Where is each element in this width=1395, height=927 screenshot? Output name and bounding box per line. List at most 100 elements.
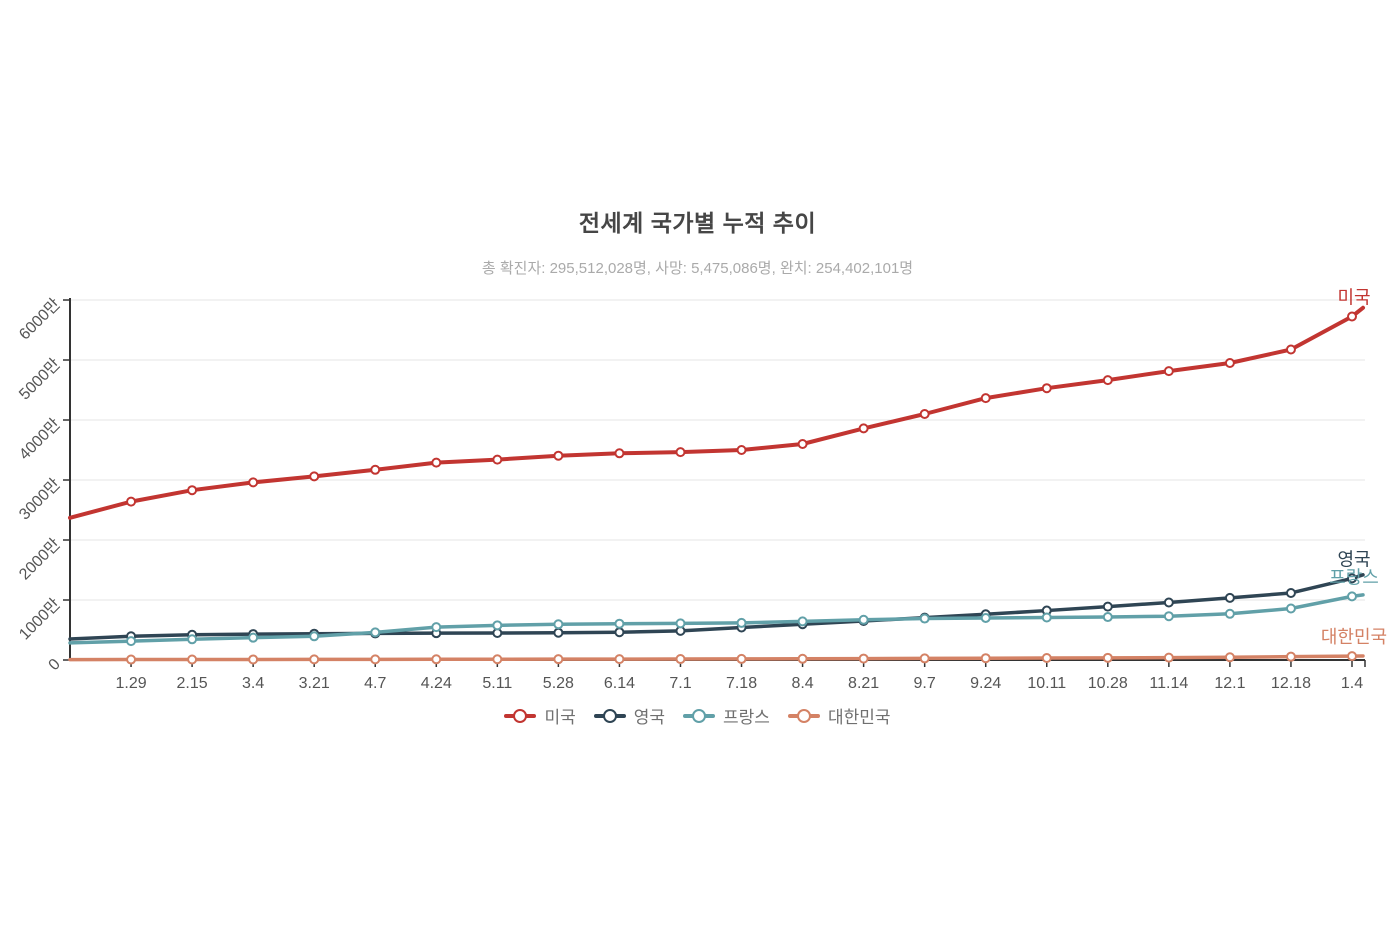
x-axis-label: 11.14 [1149, 675, 1188, 692]
data-point-france[interactable] [1224, 608, 1235, 619]
x-axis-label: 2.15 [177, 675, 208, 692]
data-point-korea[interactable] [1041, 652, 1052, 663]
x-axis-label: 10.28 [1088, 675, 1128, 692]
data-point-korea[interactable] [492, 654, 503, 665]
data-point-france[interactable] [1102, 612, 1113, 623]
legend-item-france[interactable]: 프랑스 [683, 703, 770, 728]
legend-label-uk: 영국 [633, 708, 666, 727]
data-point-uk[interactable] [1224, 592, 1235, 603]
legend-item-usa[interactable]: 미국 [504, 703, 576, 728]
data-point-france[interactable] [1347, 591, 1357, 602]
data-point-korea[interactable] [1285, 651, 1296, 662]
y-axis-label: 1000만 [16, 595, 65, 644]
y-axis-label: 0 [46, 656, 64, 674]
data-point-france[interactable] [736, 617, 747, 628]
data-point-usa[interactable] [797, 439, 808, 449]
data-point-france[interactable] [675, 618, 686, 629]
data-point-france[interactable] [492, 620, 503, 631]
legend-item-uk[interactable]: 영국 [593, 703, 666, 728]
series-end-label-uk: 영국 [1337, 549, 1370, 569]
data-point-usa[interactable] [553, 450, 564, 461]
data-point-france[interactable] [431, 622, 442, 633]
data-point-france[interactable] [1285, 603, 1296, 614]
data-point-usa[interactable] [492, 454, 503, 465]
data-point-france[interactable] [187, 634, 198, 645]
data-point-usa[interactable] [1041, 383, 1052, 394]
data-point-korea[interactable] [919, 653, 930, 664]
data-point-usa[interactable] [919, 409, 930, 419]
line-chart-plot-area: 0 1000만 2000만 3000만 4000만 5000만 6000만 1.29 2.15 3… [16, 288, 1388, 693]
data-point-france[interactable] [919, 613, 930, 624]
chart-subtitle: 총 확진자: 295,512,028명, 사망: 5,475,086명, 완치:… [481, 260, 914, 277]
data-point-france[interactable] [553, 619, 564, 630]
data-point-korea[interactable] [675, 654, 686, 665]
x-axis-label: 10.11 [1027, 675, 1066, 692]
data-point-usa[interactable] [1102, 375, 1113, 386]
data-point-france[interactable] [126, 636, 137, 647]
data-point-korea[interactable] [126, 654, 137, 665]
data-point-uk[interactable] [553, 627, 564, 638]
data-point-usa[interactable] [736, 445, 747, 455]
series-end-label-france: 프랑스 [1329, 567, 1379, 587]
data-point-korea[interactable] [797, 653, 808, 664]
data-point-usa[interactable] [1347, 311, 1357, 322]
data-point-france[interactable] [248, 632, 259, 643]
data-point-korea[interactable] [309, 654, 320, 665]
data-point-usa[interactable] [614, 448, 625, 459]
data-point-france[interactable] [1163, 611, 1174, 622]
data-point-korea[interactable] [736, 653, 747, 664]
data-point-korea[interactable] [980, 653, 991, 664]
data-point-korea[interactable] [1102, 652, 1113, 663]
data-point-usa[interactable] [1224, 358, 1235, 368]
chart-legend: 미국 영국 프랑스 대한민국 [0, 703, 1395, 728]
y-axis-label: 6000만 [16, 295, 65, 344]
data-point-korea[interactable] [431, 654, 442, 665]
data-point-korea[interactable] [1163, 652, 1174, 663]
x-axis-label: 7.18 [726, 675, 757, 692]
data-point-uk[interactable] [1347, 573, 1357, 584]
data-point-korea[interactable] [370, 654, 381, 665]
data-point-korea[interactable] [553, 654, 564, 665]
legend-label-korea: 대한민국 [827, 708, 891, 727]
data-point-usa[interactable] [248, 477, 259, 488]
data-point-usa[interactable] [187, 485, 198, 496]
data-point-korea[interactable] [187, 654, 198, 665]
data-point-korea[interactable] [614, 654, 625, 665]
chart-title: 전세계 국가별 누적 추이 [578, 210, 817, 236]
data-point-uk[interactable] [1102, 601, 1113, 612]
data-point-usa[interactable] [370, 464, 381, 475]
legend-line-circle-icon [787, 708, 820, 723]
data-point-usa[interactable] [980, 393, 991, 404]
legend-line-circle-icon [683, 708, 716, 723]
legend-item-korea[interactable]: 대한민국 [787, 703, 891, 728]
data-point-korea[interactable] [858, 653, 869, 664]
data-point-usa[interactable] [858, 423, 869, 434]
y-axis-label: 4000만 [16, 415, 65, 464]
legend-label-usa: 미국 [544, 708, 576, 727]
series-end-label-korea: 대한민국 [1321, 627, 1387, 647]
x-axis-label: 12.18 [1271, 675, 1311, 692]
data-point-france[interactable] [370, 627, 381, 638]
data-point-usa[interactable] [1285, 344, 1296, 355]
data-point-korea[interactable] [1224, 652, 1235, 663]
data-point-france[interactable] [858, 614, 869, 625]
y-axis-label: 2000만 [16, 535, 65, 584]
data-point-usa[interactable] [126, 496, 137, 507]
data-point-uk[interactable] [1163, 597, 1174, 608]
data-point-usa[interactable] [675, 447, 686, 458]
data-point-france[interactable] [309, 631, 320, 642]
y-axis-label: 5000만 [16, 355, 65, 404]
data-point-france[interactable] [1041, 612, 1052, 623]
data-point-france[interactable] [980, 612, 991, 623]
x-axis-label: 6.14 [604, 675, 635, 692]
data-point-france[interactable] [614, 618, 625, 629]
data-point-korea[interactable] [248, 654, 259, 665]
data-point-korea[interactable] [1347, 651, 1357, 662]
data-point-usa[interactable] [309, 471, 320, 482]
data-point-france[interactable] [797, 616, 808, 627]
data-point-usa[interactable] [1163, 366, 1174, 377]
data-point-uk[interactable] [1285, 587, 1296, 598]
data-point-usa[interactable] [431, 457, 442, 468]
data-point-uk[interactable] [614, 627, 625, 638]
